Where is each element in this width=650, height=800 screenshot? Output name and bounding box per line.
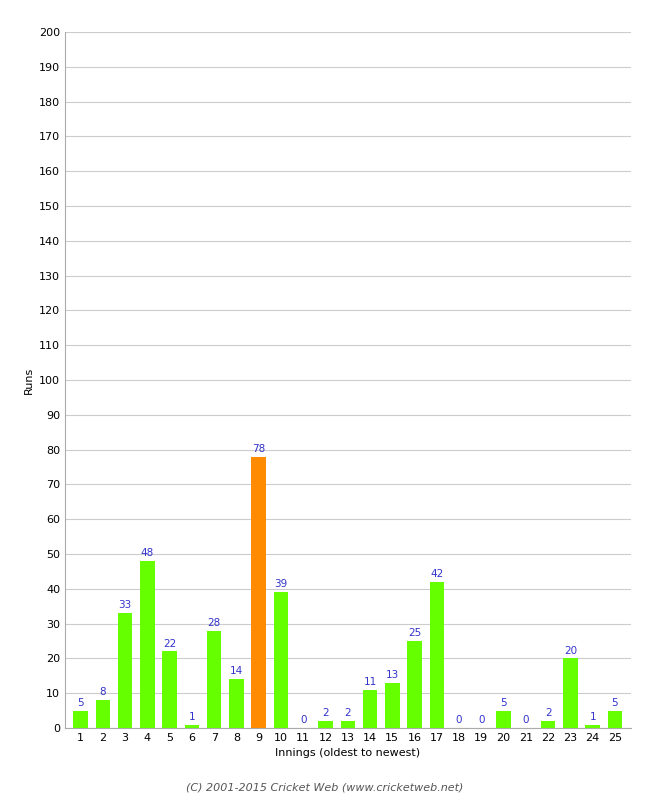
- Bar: [118, 613, 133, 728]
- Bar: [563, 658, 578, 728]
- Text: 25: 25: [408, 628, 421, 638]
- Text: 0: 0: [523, 715, 529, 726]
- Bar: [252, 457, 266, 728]
- X-axis label: Innings (oldest to newest): Innings (oldest to newest): [275, 749, 421, 758]
- Bar: [185, 725, 199, 728]
- Bar: [430, 582, 444, 728]
- Bar: [274, 592, 288, 728]
- Text: 5: 5: [612, 698, 618, 708]
- Text: 2: 2: [545, 708, 551, 718]
- Text: 28: 28: [207, 618, 221, 628]
- Text: 22: 22: [163, 638, 176, 649]
- Text: 0: 0: [300, 715, 306, 726]
- Bar: [541, 721, 555, 728]
- Bar: [385, 682, 400, 728]
- Bar: [408, 641, 422, 728]
- Text: 1: 1: [590, 712, 596, 722]
- Bar: [162, 651, 177, 728]
- Text: (C) 2001-2015 Cricket Web (www.cricketweb.net): (C) 2001-2015 Cricket Web (www.cricketwe…: [187, 782, 463, 792]
- Text: 0: 0: [478, 715, 485, 726]
- Bar: [96, 700, 110, 728]
- Bar: [608, 710, 622, 728]
- Text: 0: 0: [456, 715, 462, 726]
- Text: 11: 11: [363, 677, 376, 687]
- Y-axis label: Runs: Runs: [23, 366, 33, 394]
- Text: 20: 20: [564, 646, 577, 656]
- Bar: [140, 561, 155, 728]
- Text: 13: 13: [385, 670, 399, 680]
- Bar: [207, 630, 222, 728]
- Bar: [363, 690, 377, 728]
- Bar: [341, 721, 355, 728]
- Text: 39: 39: [274, 579, 287, 590]
- Text: 5: 5: [77, 698, 84, 708]
- Text: 8: 8: [99, 687, 106, 698]
- Bar: [229, 679, 244, 728]
- Bar: [73, 710, 88, 728]
- Bar: [318, 721, 333, 728]
- Text: 78: 78: [252, 444, 265, 454]
- Text: 2: 2: [344, 708, 351, 718]
- Text: 42: 42: [430, 569, 443, 579]
- Text: 48: 48: [141, 548, 154, 558]
- Bar: [497, 710, 511, 728]
- Text: 1: 1: [188, 712, 195, 722]
- Text: 14: 14: [230, 666, 243, 677]
- Text: 2: 2: [322, 708, 329, 718]
- Text: 5: 5: [500, 698, 507, 708]
- Text: 33: 33: [118, 600, 132, 610]
- Bar: [586, 725, 600, 728]
